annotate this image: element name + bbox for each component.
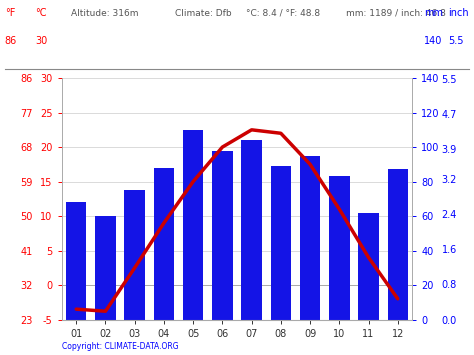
Text: 86: 86 (5, 36, 17, 46)
Bar (95, 216, 116, 320)
Bar (183, 130, 203, 320)
Bar (66, 202, 86, 320)
Text: Altitude: 316m: Altitude: 316m (71, 9, 138, 18)
Text: °C: 8.4 / °F: 48.8: °C: 8.4 / °F: 48.8 (246, 9, 320, 18)
Bar (125, 190, 145, 320)
Bar (212, 151, 233, 320)
Bar (358, 213, 379, 320)
Text: 30: 30 (36, 36, 48, 46)
Text: mm: mm (424, 8, 443, 18)
Text: °F: °F (5, 8, 15, 18)
Bar (388, 169, 408, 320)
Text: Copyright: CLIMATE-DATA.ORG: Copyright: CLIMATE-DATA.ORG (62, 343, 178, 351)
Text: mm: 1189 / inch: 46.8: mm: 1189 / inch: 46.8 (346, 9, 446, 18)
Bar (329, 176, 349, 320)
Text: Climate: Dfb: Climate: Dfb (175, 9, 232, 18)
Bar (241, 140, 262, 320)
Text: inch: inch (448, 8, 469, 18)
Bar (271, 166, 291, 320)
Text: °C: °C (36, 8, 47, 18)
Bar (300, 156, 320, 320)
Text: 5.5: 5.5 (448, 36, 464, 46)
Bar (154, 168, 174, 320)
Text: 140: 140 (424, 36, 443, 46)
